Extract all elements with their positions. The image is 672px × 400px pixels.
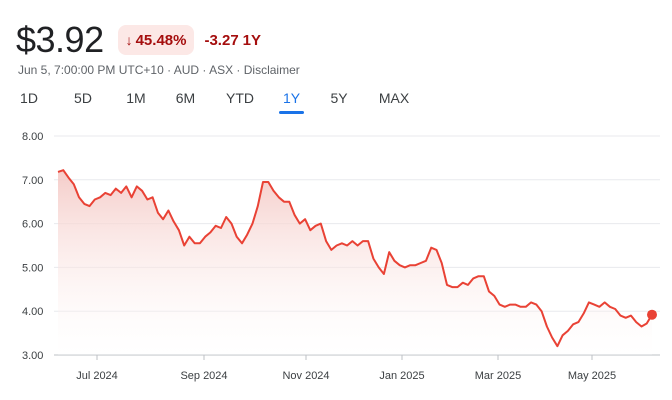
tab-1d[interactable]: 1D xyxy=(20,90,38,106)
y-tick-label: 8.00 xyxy=(22,131,43,143)
quote-meta: Jun 5, 7:00:00 PM UTC+10 · AUD · ASX · D… xyxy=(18,63,300,77)
tab-5y[interactable]: 5Y xyxy=(330,90,348,106)
current-price-marker xyxy=(647,309,657,320)
price-area xyxy=(58,170,652,355)
x-tick-label: May 2025 xyxy=(568,370,616,382)
tab-5d[interactable]: 5D xyxy=(74,90,92,106)
y-tick-label: 4.00 xyxy=(22,306,43,318)
x-tick-label: Sep 2024 xyxy=(180,370,227,382)
y-tick-label: 7.00 xyxy=(22,175,43,187)
change-period: 1Y xyxy=(242,31,262,49)
price-line xyxy=(57,169,653,348)
x-tick-label: Jul 2024 xyxy=(76,370,118,382)
change-absolute: -3.27 1Y xyxy=(204,32,261,49)
y-tick-label: 3.00 xyxy=(22,350,43,362)
range-tabs: 1D 5D 1M 6M YTD 1Y 5Y MAX xyxy=(20,88,410,114)
tab-1y[interactable]: 1Y xyxy=(279,88,304,114)
tab-6m[interactable]: 6M xyxy=(175,90,196,106)
x-tick-label: Nov 2024 xyxy=(282,370,329,382)
current-price: $3.92 xyxy=(16,19,104,60)
x-tick-label: Mar 2025 xyxy=(475,370,521,382)
change-percent-badge: ↓ 45.48% xyxy=(117,25,195,55)
y-tick-label: 6.00 xyxy=(22,219,43,231)
x-axis: Jul 2024 Sep 2024 Nov 2024 Jan 2025 Mar 2025… xyxy=(76,355,616,382)
x-tick-label: Jan 2025 xyxy=(379,370,424,382)
quote-header: $3.92 ↓ 45.48% -3.27 1Y xyxy=(16,18,261,62)
arrow-down-icon: ↓ xyxy=(125,32,133,48)
y-axis: 8.00 7.00 6.00 5.00 4.00 3.00 xyxy=(22,131,43,362)
change-percent: 45.48% xyxy=(135,31,187,49)
y-tick-label: 5.00 xyxy=(22,262,43,274)
tab-1m[interactable]: 1M xyxy=(126,90,146,106)
change-absolute-value: -3.27 xyxy=(204,31,239,49)
tab-ytd[interactable]: YTD xyxy=(226,90,254,106)
tab-max[interactable]: MAX xyxy=(378,90,410,106)
